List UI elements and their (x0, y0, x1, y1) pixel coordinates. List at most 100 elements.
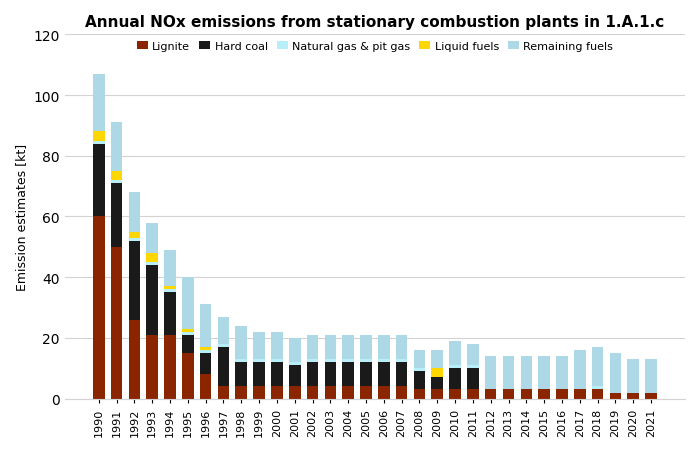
Bar (253, 332, 265, 359)
Bar (592, 347, 603, 387)
Bar (200, 350, 211, 353)
Bar (289, 362, 300, 365)
Bar (235, 362, 247, 387)
Bar (521, 356, 532, 390)
Bar (360, 335, 372, 359)
Bar (627, 359, 639, 393)
Bar (146, 223, 158, 253)
Bar (271, 362, 283, 387)
Bar (574, 390, 586, 399)
Bar (360, 359, 372, 362)
Bar (129, 320, 140, 399)
Bar (414, 350, 425, 368)
Bar (521, 390, 532, 399)
Bar (307, 335, 319, 359)
Bar (200, 347, 211, 350)
Bar (378, 387, 390, 399)
Bar (218, 387, 230, 399)
Bar (182, 353, 194, 399)
Bar (235, 326, 247, 359)
Bar (164, 335, 176, 399)
Bar (556, 356, 568, 390)
Bar (111, 247, 122, 399)
Bar (325, 335, 336, 359)
Bar (218, 347, 230, 387)
Bar (342, 359, 354, 362)
Bar (360, 387, 372, 399)
Bar (395, 359, 407, 362)
Bar (645, 393, 657, 399)
Bar (182, 277, 194, 329)
Bar (235, 359, 247, 362)
Bar (146, 266, 158, 335)
Bar (592, 390, 603, 399)
Bar (307, 359, 319, 362)
Bar (253, 362, 265, 387)
Bar (253, 387, 265, 399)
Bar (485, 356, 496, 390)
Bar (556, 390, 568, 399)
Bar (200, 305, 211, 347)
Bar (378, 359, 390, 362)
Bar (342, 362, 354, 387)
Bar (467, 365, 479, 368)
Bar (395, 387, 407, 399)
Bar (503, 356, 514, 390)
Bar (289, 387, 300, 399)
Bar (485, 390, 496, 399)
Bar (146, 335, 158, 399)
Bar (325, 362, 336, 387)
Bar (342, 387, 354, 399)
Legend: Lignite, Hard coal, Natural gas & pit gas, Liquid fuels, Remaining fuels: Lignite, Hard coal, Natural gas & pit ga… (132, 37, 617, 56)
Bar (271, 387, 283, 399)
Bar (431, 390, 443, 399)
Bar (200, 353, 211, 374)
Bar (129, 232, 140, 238)
Bar (200, 374, 211, 399)
Bar (93, 74, 104, 132)
Bar (431, 377, 443, 390)
Bar (325, 359, 336, 362)
Bar (164, 290, 176, 293)
Bar (360, 362, 372, 387)
Bar (164, 287, 176, 290)
Bar (467, 390, 479, 399)
Bar (395, 335, 407, 359)
Bar (218, 344, 230, 347)
Bar (93, 132, 104, 141)
Bar (182, 335, 194, 353)
Bar (164, 293, 176, 335)
Bar (645, 359, 657, 393)
Bar (503, 390, 514, 399)
Bar (467, 344, 479, 365)
Bar (271, 332, 283, 359)
Bar (467, 368, 479, 390)
Bar (93, 144, 104, 217)
Title: Annual NOx emissions from stationary combustion plants in 1.A.1.c: Annual NOx emissions from stationary com… (85, 15, 664, 30)
Bar (129, 193, 140, 232)
Bar (449, 390, 461, 399)
Bar (129, 238, 140, 241)
Bar (538, 390, 550, 399)
Bar (449, 368, 461, 390)
Bar (414, 390, 425, 399)
Bar (111, 184, 122, 247)
Bar (93, 217, 104, 399)
Bar (289, 338, 300, 362)
Bar (235, 387, 247, 399)
Y-axis label: Emission estimates [kt]: Emission estimates [kt] (15, 143, 28, 290)
Bar (271, 359, 283, 362)
Bar (218, 317, 230, 344)
Bar (182, 332, 194, 335)
Bar (627, 393, 639, 399)
Bar (414, 372, 425, 390)
Bar (538, 356, 550, 390)
Bar (342, 335, 354, 359)
Bar (307, 387, 319, 399)
Bar (111, 181, 122, 184)
Bar (146, 262, 158, 266)
Bar (449, 341, 461, 365)
Bar (253, 359, 265, 362)
Bar (129, 241, 140, 320)
Bar (182, 329, 194, 332)
